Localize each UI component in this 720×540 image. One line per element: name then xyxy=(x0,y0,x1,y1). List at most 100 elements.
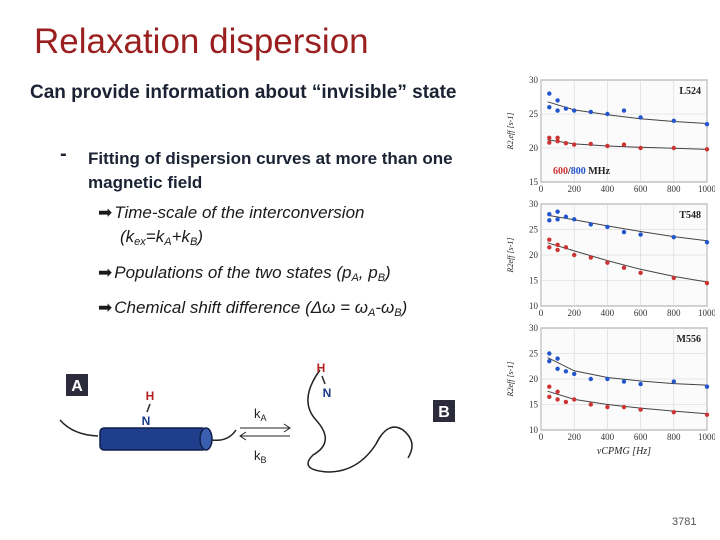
data-point xyxy=(638,145,643,151)
data-point xyxy=(638,115,643,120)
field-legend: 600/800 MHz xyxy=(553,166,610,177)
data-point xyxy=(547,384,552,389)
hn-n-left: N xyxy=(142,414,151,428)
tick-label-x: 1000 xyxy=(698,308,715,318)
data-point xyxy=(555,242,560,247)
label-b-box xyxy=(433,400,455,422)
data-point xyxy=(588,376,593,382)
data-point xyxy=(588,109,593,115)
data-point xyxy=(704,384,710,389)
data-point xyxy=(588,222,593,227)
unfolded-chain xyxy=(307,369,413,473)
data-point xyxy=(605,260,610,265)
tick-label-x: 600 xyxy=(634,308,648,318)
hn-bond-right xyxy=(321,375,326,385)
data-point xyxy=(555,397,560,402)
hn-bond-left xyxy=(146,403,151,413)
data-point xyxy=(572,108,577,113)
tick-label-x: 400 xyxy=(601,432,615,442)
data-point xyxy=(547,351,552,356)
tick-label-x: 600 xyxy=(634,432,648,442)
hn-h-left: H xyxy=(146,389,155,403)
tick-label-x: 1000 xyxy=(698,432,715,442)
label-a-box xyxy=(66,374,88,396)
tick-label-x: 800 xyxy=(667,184,681,194)
data-point xyxy=(555,217,560,222)
axis-label-x: vCPMG [Hz] xyxy=(597,446,651,457)
data-point xyxy=(555,209,560,214)
data-point xyxy=(555,356,560,361)
data-point xyxy=(547,135,552,140)
tick-label-x: 1000 xyxy=(698,184,715,194)
subitem-populations: ➡ Populations of the two states (pA, pB) xyxy=(98,263,391,284)
tick-label-x: 200 xyxy=(567,308,581,318)
data-point xyxy=(621,265,627,270)
panel-title: L524 xyxy=(679,86,701,97)
arrowhead-back xyxy=(239,431,247,441)
tick-label-y: 30 xyxy=(529,323,539,333)
tick-label-x: 0 xyxy=(539,432,544,442)
tick-label-y: 20 xyxy=(529,374,539,384)
data-point xyxy=(563,214,569,219)
data-point xyxy=(605,143,610,149)
tick-label-x: 0 xyxy=(539,184,544,194)
label-b: B xyxy=(438,404,450,421)
chart-t548: 0 200 400 600 800 1000 10 15 20 25 30 R2eff [s-1] T5… xyxy=(506,199,717,318)
slide-title: Relaxation dispersion xyxy=(34,22,369,61)
data-point xyxy=(547,212,552,217)
panel-title: T548 xyxy=(679,210,701,221)
hn-n-right: N xyxy=(323,386,332,400)
data-point xyxy=(621,379,627,384)
tick-label-y: 25 xyxy=(529,109,539,119)
chart-l524: 0 200 400 600 800 1000 15 20 25 30 R2,eff [s-1] L52… xyxy=(506,75,717,194)
data-point xyxy=(621,142,627,147)
tick-label-x: 800 xyxy=(667,308,681,318)
rate-kb: kB xyxy=(254,448,267,465)
axis-label-y: R2eff [s-1] xyxy=(506,238,515,274)
tick-label-y: 20 xyxy=(529,143,539,153)
data-point xyxy=(555,98,560,103)
tick-label-x: 0 xyxy=(539,308,544,318)
page-number: 3781 xyxy=(672,516,697,528)
data-point xyxy=(621,229,627,235)
subitem-chemical-shift: ➡ Chemical shift difference (Δω = ωA-ωB) xyxy=(98,298,408,319)
chart-m556: 0 200 400 600 800 1000 10 15 20 25 30 R2eff [s-1] M5… xyxy=(506,323,717,457)
arrow-icon: ➡ xyxy=(98,298,113,317)
data-point xyxy=(547,218,552,223)
data-point xyxy=(605,111,610,117)
data-point xyxy=(671,275,676,281)
bullet-invisible-state: Can provide information about “invisible… xyxy=(30,82,457,103)
subitem-timescale: ➡ Time-scale of the interconversion (kex=… xyxy=(98,203,365,248)
tick-label-y: 25 xyxy=(529,225,539,235)
chain-right xyxy=(211,429,237,442)
data-point xyxy=(671,145,676,151)
data-point xyxy=(605,404,610,410)
data-point xyxy=(547,245,552,250)
data-point xyxy=(704,122,710,127)
data-point xyxy=(621,108,627,113)
data-point xyxy=(671,234,676,240)
data-point xyxy=(588,141,593,147)
tick-label-x: 200 xyxy=(567,184,581,194)
data-point xyxy=(547,394,552,400)
tick-label-y: 25 xyxy=(529,349,539,359)
tick-label-y: 30 xyxy=(529,75,539,85)
tick-label-y: 15 xyxy=(529,276,539,286)
data-point xyxy=(704,147,710,152)
panel-t548: 0 200 400 600 800 1000 10 15 20 25 30 R2eff [s-1] T5… xyxy=(505,198,717,327)
tick-label-y: 10 xyxy=(529,301,539,311)
chain-left xyxy=(59,419,99,437)
fit-curve xyxy=(547,242,708,283)
tick-label-x: 800 xyxy=(667,432,681,442)
exchange-diagram: A H N kA kB H N B xyxy=(59,361,455,473)
data-point xyxy=(555,135,560,140)
tick-label-y: 20 xyxy=(529,250,539,260)
arrow-icon: ➡ xyxy=(98,203,113,222)
panel-m556: 0 200 400 600 800 1000 10 15 20 25 30 R2eff [s-1] M5… xyxy=(505,322,717,467)
tick-label-y: 15 xyxy=(529,177,539,187)
helix-cap xyxy=(199,427,213,451)
tick-label-x: 600 xyxy=(634,184,648,194)
data-point xyxy=(704,412,710,417)
data-point xyxy=(547,105,552,110)
data-point xyxy=(555,247,560,253)
